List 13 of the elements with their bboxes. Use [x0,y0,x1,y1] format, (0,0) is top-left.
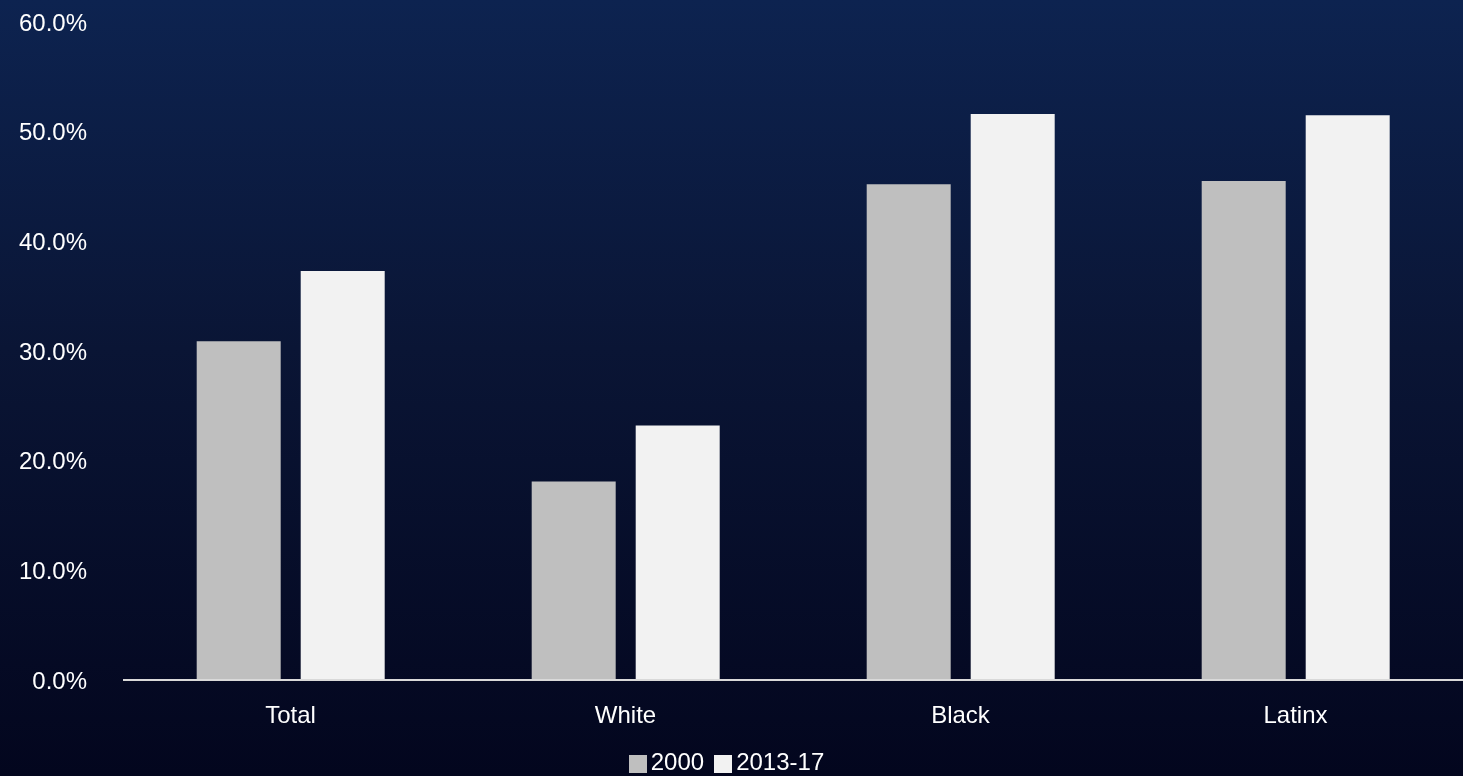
y-tick-label: 20.0% [18,447,87,475]
x-tick-label: Black [931,701,991,729]
x-tick-label: Total [265,701,316,729]
y-tick-label: 30.0% [18,337,87,365]
y-tick-label: 50.0% [18,118,87,146]
y-tick-label: 10.0% [18,556,87,584]
y-tick-label: 40.0% [18,227,87,255]
legend-label: 2000 [650,748,705,775]
x-tick-label: Latinx [1263,701,1328,729]
y-tick-label: 0.0% [32,666,87,694]
legend-label: 2013-17 [736,748,825,775]
y-tick-label: 60.0% [18,8,87,36]
x-tick-label: White [594,701,657,729]
